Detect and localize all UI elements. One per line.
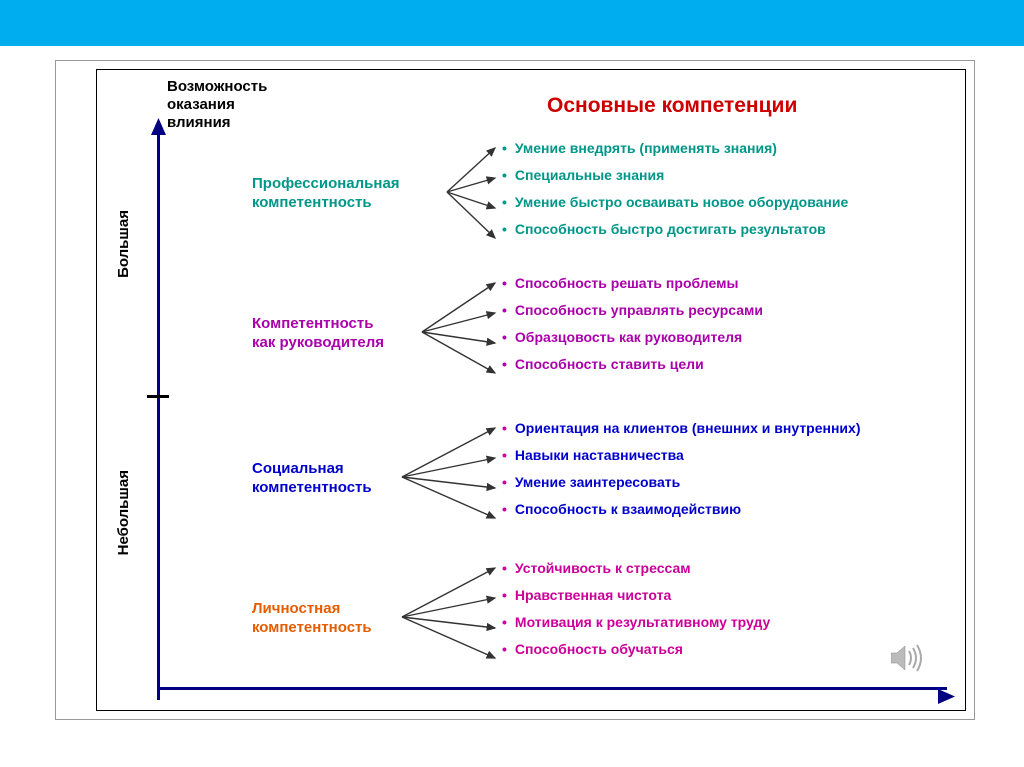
bullet-item: • Способность обучаться (502, 641, 770, 657)
slide-container: Возможностьоказаниявлияния Большая Небол… (55, 60, 975, 720)
bullet-text: Способность управлять ресурсами (515, 302, 763, 318)
bullet-item: • Специальные знания (502, 167, 848, 183)
bullet-text: Специальные знания (515, 167, 664, 183)
bullet-icon: • (502, 302, 507, 318)
category-label: Компетентностькак руководителя (252, 315, 384, 353)
bullet-icon: • (502, 447, 507, 463)
bullet-text: Способность быстро достигать результатов (515, 221, 826, 237)
bullet-item: • Способность к взаимодействию (502, 501, 860, 517)
bullet-item: • Способность ставить цели (502, 356, 763, 372)
category-label: Профессиональнаякомпетентность (252, 175, 400, 213)
bullet-text: Ориентация на клиентов (внешних и внутре… (515, 420, 861, 436)
bullet-text: Образцовость как руководителя (515, 329, 742, 345)
main-title: Основные компетенции (547, 94, 797, 118)
bullet-item: • Образцовость как руководителя (502, 329, 763, 345)
bullet-text: Способность решать проблемы (515, 275, 739, 291)
bullet-text: Умение внедрять (применять знания) (515, 140, 777, 156)
bullet-text: Умение заинтересовать (515, 474, 680, 490)
bullet-group: • Ориентация на клиентов (внешних и внутр… (502, 420, 860, 528)
axis-top-label: Возможностьоказаниявлияния (167, 78, 267, 132)
bullet-item: • Способность решать проблемы (502, 275, 763, 291)
bullet-icon: • (502, 329, 507, 345)
bullet-group: • Способность решать проблемы • Способность… (502, 275, 763, 383)
bullet-icon: • (502, 614, 507, 630)
bullet-icon: • (502, 221, 507, 237)
bullet-text: Устойчивость к стрессам (515, 560, 691, 576)
bullet-item: • Способность управлять ресурсами (502, 302, 763, 318)
category-label: Социальнаякомпетентность (252, 460, 372, 498)
bullet-icon: • (502, 140, 507, 156)
bullet-group: • Устойчивость к стрессам • Нравственная чи… (502, 560, 770, 668)
y-axis (157, 125, 160, 700)
diagram-frame: Возможностьоказаниявлияния Большая Небол… (96, 69, 966, 711)
bullet-item: • Мотивация к результативному труду (502, 614, 770, 630)
bullet-icon: • (502, 641, 507, 657)
bullet-text: Навыки наставничества (515, 447, 684, 463)
axis-label-low: Небольшая (115, 470, 132, 555)
x-axis (157, 687, 947, 690)
bullet-item: • Умение быстро осваивать новое оборудова… (502, 194, 848, 210)
bullet-text: Нравственная чистота (515, 587, 671, 603)
bullet-icon: • (502, 587, 507, 603)
bullet-icon: • (502, 420, 507, 436)
bullet-icon: • (502, 474, 507, 490)
bullet-item: • Устойчивость к стрессам (502, 560, 770, 576)
bullet-item: • Навыки наставничества (502, 447, 860, 463)
bullet-text: Способность обучаться (515, 641, 683, 657)
axis-label-high: Большая (115, 210, 132, 278)
bullet-icon: • (502, 194, 507, 210)
bullet-item: • Умение внедрять (применять знания) (502, 140, 848, 156)
bullet-text: Мотивация к результативному труду (515, 614, 770, 630)
bullet-text: Способность к взаимодействию (515, 501, 741, 517)
bullet-item: • Умение заинтересовать (502, 474, 860, 490)
bullet-icon: • (502, 356, 507, 372)
bullet-text: Способность ставить цели (515, 356, 704, 372)
axis-tick (147, 395, 169, 398)
bullet-icon: • (502, 167, 507, 183)
bullet-icon: • (502, 560, 507, 576)
bullet-item: • Нравственная чистота (502, 587, 770, 603)
speaker-icon (891, 643, 925, 680)
bullet-icon: • (502, 275, 507, 291)
category-label: Личностнаякомпетентность (252, 600, 372, 638)
bullet-item: • Ориентация на клиентов (внешних и внутр… (502, 420, 860, 436)
bullet-group: • Умение внедрять (применять знания) • Спец… (502, 140, 848, 248)
bullet-text: Умение быстро осваивать новое оборудован… (515, 194, 848, 210)
bullet-icon: • (502, 501, 507, 517)
bullet-item: • Способность быстро достигать результато… (502, 221, 848, 237)
